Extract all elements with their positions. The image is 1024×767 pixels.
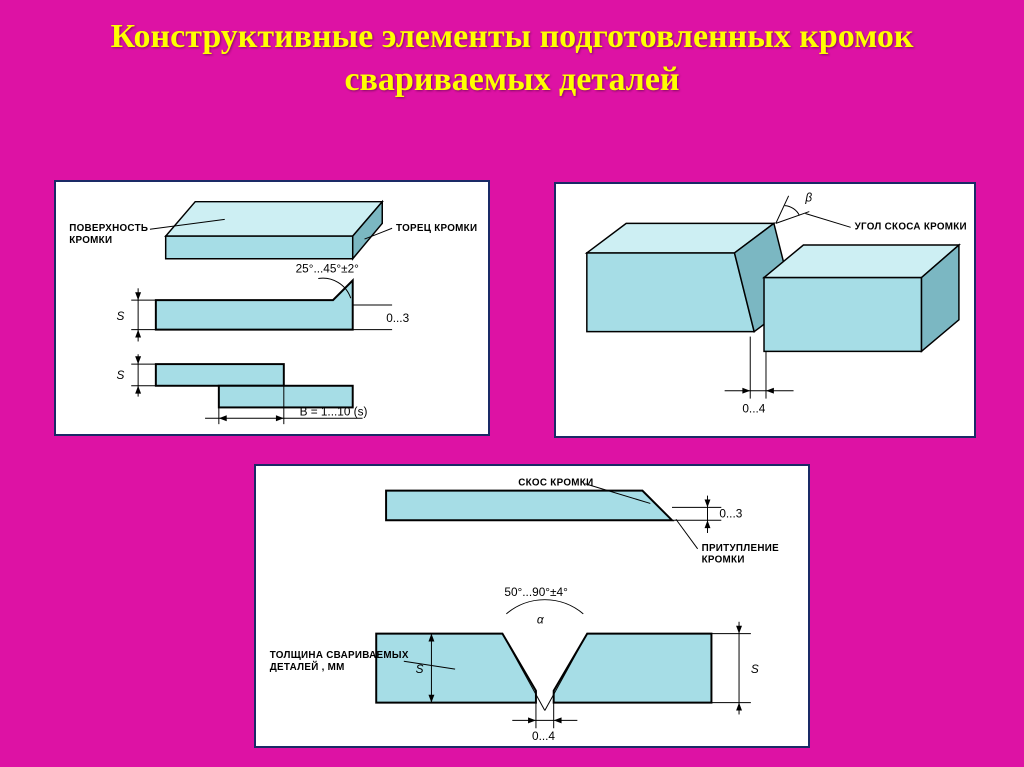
dim-groove: 50°...90°±4° xyxy=(504,585,568,599)
panel-edge-surface: ПОВЕРХНОСТЬ КРОМКИ ТОРЕЦ КРОМКИ 25°...45… xyxy=(54,180,490,436)
lbl-blunt-1: ПРИТУПЛЕНИЕ xyxy=(702,543,780,554)
dim-S2: S xyxy=(116,368,124,382)
svg-text:ПОВЕРХНОСТЬ КРОМКИ: ПОВЕРХНОСТЬ КРОМКИ xyxy=(69,223,151,246)
dim-root: 0...4 xyxy=(742,401,765,415)
panel2-svg: β УГОЛ СКОСА КРОМКИ 0...4 xyxy=(556,184,974,436)
svg-text:α: α xyxy=(537,613,545,627)
slide-title: Конструктивные элементы подготовленных к… xyxy=(0,0,1024,101)
dim-S1: S xyxy=(116,309,124,323)
lbl-endface: ТОРЕЦ КРОМКИ xyxy=(396,223,477,234)
panel-thickness: СКОС КРОМКИ 0...3 ПРИТУПЛЕНИЕ КРОМКИ xyxy=(254,464,810,748)
dim-angle: 25°...45°±2° xyxy=(296,262,360,276)
panel3-svg: СКОС КРОМКИ 0...3 ПРИТУПЛЕНИЕ КРОМКИ xyxy=(256,466,808,746)
top-bevel xyxy=(386,491,672,521)
block-right xyxy=(764,245,959,351)
iso-plate xyxy=(166,202,383,259)
lbl-thk-1: ТОЛЩИНА СВАРИВАЕМЫХ xyxy=(270,650,409,661)
dim-Sright: S xyxy=(751,662,759,676)
lbl-surface-2: КРОМКИ xyxy=(69,235,112,246)
svg-text:ПРИТУПЛЕНИЕ КРОМКИ: ПРИТУПЛЕНИЕ КРОМКИ xyxy=(702,543,782,566)
block-left xyxy=(587,223,794,331)
gap-plates xyxy=(156,364,353,407)
panel1-svg: ПОВЕРХНОСТЬ КРОМКИ ТОРЕЦ КРОМКИ 25°...45… xyxy=(56,182,488,434)
dim-gap: 0...3 xyxy=(386,311,409,325)
v-groove xyxy=(376,634,711,703)
slide-root: { "colors": { "background": "#dd12a4", "… xyxy=(0,0,1024,767)
lbl-surface-1: ПОВЕРХНОСТЬ xyxy=(69,223,148,234)
lbl-bevel: СКОС КРОМКИ xyxy=(518,478,593,489)
sym-beta: β xyxy=(804,191,812,205)
profile-bevel xyxy=(156,280,353,329)
dim-gap1: 0...3 xyxy=(719,506,742,520)
panel-bevel-angle: β УГОЛ СКОСА КРОМКИ 0...4 xyxy=(554,182,976,438)
dim-gap2: 0...4 xyxy=(532,729,555,743)
dim-Sleft: S xyxy=(416,662,424,676)
lbl-blunt-2: КРОМКИ xyxy=(702,555,745,566)
lbl-bevel-angle: УГОЛ СКОСА КРОМКИ xyxy=(855,221,967,232)
dim-B: В = 1...10 (s) xyxy=(300,404,368,418)
lbl-thk-2: ДЕТАЛЕЙ , ММ xyxy=(270,661,345,673)
